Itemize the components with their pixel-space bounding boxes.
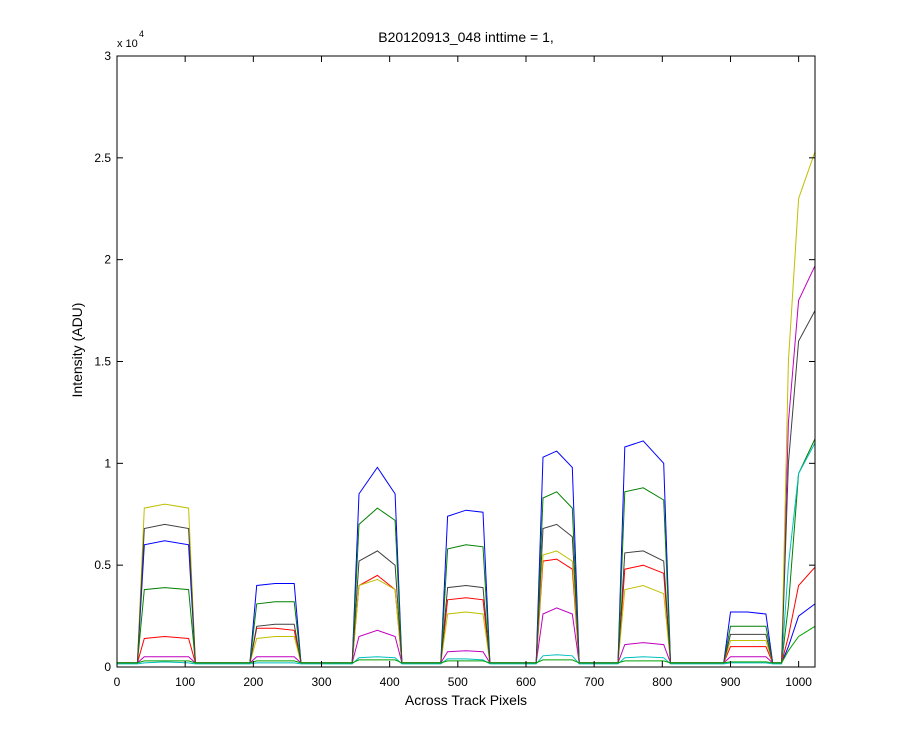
y-tick-label: 1.5 bbox=[94, 355, 111, 369]
series-line bbox=[117, 265, 816, 664]
series-line bbox=[117, 438, 816, 664]
y-tick-label: 0.5 bbox=[94, 558, 111, 572]
y-tick-label: 1 bbox=[104, 456, 111, 470]
plot-area bbox=[117, 56, 815, 667]
x-tick-label: 500 bbox=[448, 675, 468, 689]
x-tick-label: 1000 bbox=[785, 675, 812, 689]
y-multiplier: x 10 bbox=[117, 38, 138, 50]
y-tick-label: 0 bbox=[104, 660, 111, 674]
x-tick-label: 700 bbox=[584, 675, 604, 689]
y-tick-label: 2.5 bbox=[94, 151, 111, 165]
x-tick-label: 300 bbox=[311, 675, 331, 689]
series-line bbox=[117, 151, 816, 664]
y-exponent: 4 bbox=[139, 29, 144, 39]
x-tick-label: 400 bbox=[380, 675, 400, 689]
x-tick-label: 600 bbox=[516, 675, 536, 689]
x-tick-label: 800 bbox=[652, 675, 672, 689]
x-axis-label: Across Track Pixels bbox=[405, 692, 527, 708]
y-axis-label: Intensity (ADU) bbox=[69, 303, 85, 398]
y-tick-label: 2 bbox=[104, 253, 111, 267]
series-line bbox=[117, 440, 816, 664]
x-tick-label: 0 bbox=[114, 675, 121, 689]
series-line bbox=[117, 310, 816, 664]
x-tick-label: 100 bbox=[175, 675, 195, 689]
x-tick-label: 900 bbox=[720, 675, 740, 689]
chart-title: B20120913_048 inttime = 1, bbox=[378, 29, 554, 45]
x-tick-label: 200 bbox=[243, 675, 263, 689]
y-tick-label: 3 bbox=[104, 49, 111, 63]
